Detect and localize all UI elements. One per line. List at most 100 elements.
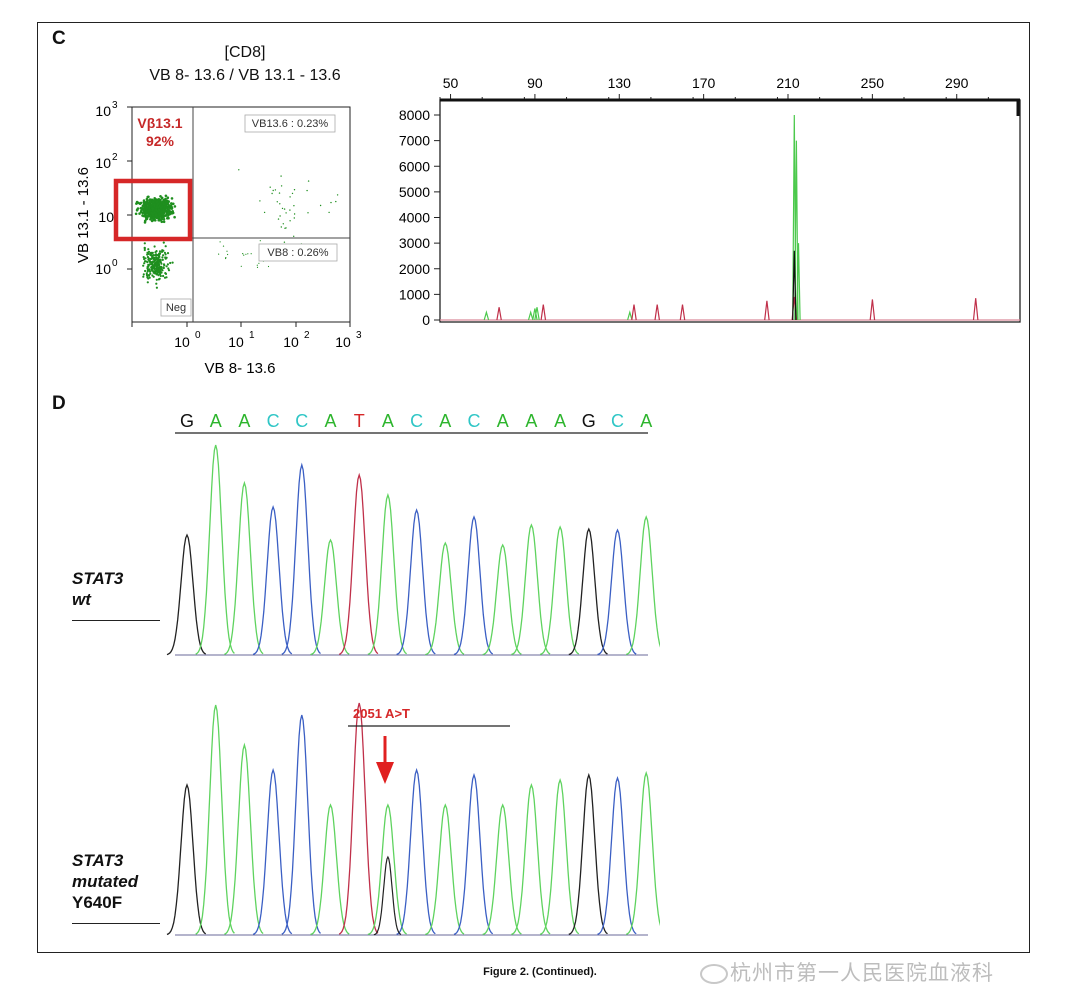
flow-event-dot [160,210,163,213]
mutant-secondary-peak [373,855,402,936]
scan-peaks [483,114,979,321]
flow-event-dot [142,273,145,276]
wechat-icon [700,964,728,985]
flow-event-dot [147,195,150,199]
y-tick-exp: 2 [112,152,118,163]
x-tick-exp: 2 [304,330,310,341]
flow-event-dot [281,207,284,210]
flow-event-dot [158,265,162,268]
flow-event-dot [162,263,166,266]
flow-event-dot [145,215,149,219]
sequence-base: A [382,411,394,431]
flow-event-dot [267,265,270,268]
flow-event-dot [171,210,174,213]
trace-peak [396,508,436,656]
mutated-trace [166,702,660,936]
flow-event-dot [219,241,221,243]
scan-peak [627,310,633,321]
flow-event-dot [151,214,155,217]
flow-event-dot [151,269,154,272]
sequence-base: G [180,411,194,431]
flow-event-dot [161,256,164,259]
flow-y-axis: 10 3 10 2 10 10 0 [95,100,132,277]
flow-event-dot [163,214,166,218]
sequence-base: C [267,411,280,431]
q-neg-label: Neg [166,302,186,314]
flow-event-dot [148,268,151,271]
q-top-right-box [244,114,336,133]
scan-y-tick-label: 8000 [399,107,430,123]
scan-x-tick-label: 90 [527,75,543,91]
x-tick-exp: 1 [249,330,255,341]
mutated-label: STAT3 mutated Y640F [72,850,138,913]
flow-title-line1: [CD8] [224,44,266,61]
flow-event-dot [148,203,151,206]
x-tick-exp: 3 [356,330,362,341]
flow-event-dot [143,221,147,224]
flow-event-dot [247,253,249,255]
flow-event-dot [152,254,155,257]
y-tick-exp: 3 [112,100,118,111]
sequence-base: A [238,411,250,431]
flow-event-dot [146,276,149,279]
flow-event-dot [155,286,158,289]
flow-event-dot [307,180,310,182]
flow-event-dot [155,272,158,275]
flow-event-dot [156,265,159,268]
flow-event-dot [166,263,169,266]
wt-label-line1: STAT3 [72,569,124,588]
flow-event-dot [143,247,146,250]
flow-event-dot [157,256,160,259]
flow-event-dot [162,202,165,206]
flow-event-dot [156,271,159,274]
flow-event-dot [149,272,152,275]
scan-x-tick-label: 290 [945,75,969,91]
flow-event-dot [283,208,286,210]
trace-peak [310,803,350,936]
flow-event-dot [157,208,161,211]
flow-event-dot [147,274,151,277]
y-tick-label: 10 [95,103,111,119]
x-tick-label: 10 [228,334,244,350]
q-top-right-label: VB13.6 : 0.23% [252,118,329,130]
flow-event-dot [157,253,160,256]
flow-event-dot [335,200,337,203]
flow-event-dot [143,262,146,265]
flow-event-dot [160,262,163,265]
sequence-base: A [640,411,652,431]
gate-label-line1: Vβ13.1 [137,115,182,131]
flow-event-dot [139,210,143,214]
flow-event-dot [245,253,247,255]
scan-peak [540,304,547,321]
flow-event-dot [258,262,260,264]
trace-peak [396,767,436,935]
flow-event-dot [157,258,160,261]
flow-event-dot [142,264,145,267]
scan-y-tick-label: 7000 [399,133,430,149]
flow-event-dot [218,253,220,255]
flow-event-dot [289,220,291,222]
flow-event-dot [306,189,308,192]
flow-event-dot [162,220,166,224]
scan-peak [679,304,686,321]
flow-event-dot [222,245,225,247]
flow-event-dot [256,264,258,266]
flow-event-dot [138,212,141,215]
watermark-text: 杭州市第一人民医院血液科 [730,962,994,985]
flow-event-dot [274,189,277,191]
flow-event-dot [291,192,294,195]
flow-event-dot [147,264,150,267]
flow-event-dot [259,240,261,242]
flow-event-dot [162,208,165,211]
flow-event-dot [147,209,150,212]
flow-event-dot [155,278,158,281]
flow-event-dot [269,186,271,188]
flow-event-dot [157,262,161,266]
wt-label-rule [72,620,160,621]
flow-y-axis-title: VB 13.1 - 13.6 [75,167,92,263]
wt-trace [166,444,660,656]
flow-event-dot [152,267,155,270]
trace-peak [597,528,637,656]
gate-box [113,178,193,242]
flow-event-dot [279,215,281,217]
